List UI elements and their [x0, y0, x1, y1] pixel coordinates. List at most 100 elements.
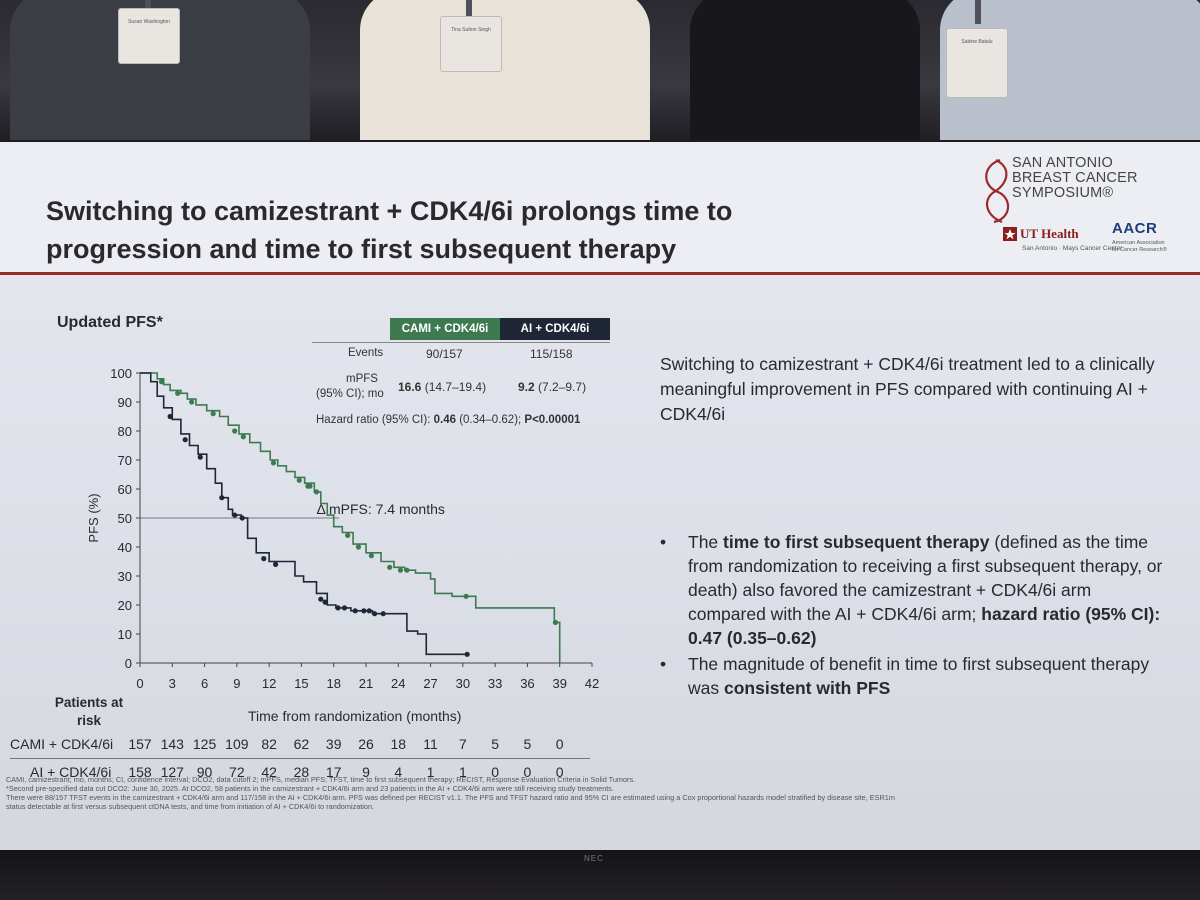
- x-axis-label: Time from randomization (months): [248, 708, 462, 724]
- y-tick-label: 30: [118, 569, 132, 584]
- censor-mark-cami: [270, 460, 277, 466]
- censor-mark-ai: [341, 605, 348, 611]
- bullet-dot: •: [660, 654, 667, 674]
- monitor-bezel: NEC: [0, 850, 1200, 900]
- sabcs-logo: SAN ANTONIO BREAST CANCER SYMPOSIUM® UT …: [978, 152, 1178, 267]
- censor-mark-cami: [355, 544, 362, 550]
- mpfs-cami: 16.6 (14.7–19.4): [398, 380, 487, 394]
- patients-at-risk-heading: Patients at risk: [54, 695, 124, 728]
- mpfs-label-ci: (95% CI); mo: [316, 388, 384, 400]
- risk-value: 5: [523, 736, 532, 752]
- risk-value: 0: [523, 764, 532, 780]
- events-cami: 90/157: [426, 347, 463, 361]
- risk-value: 158: [128, 764, 152, 780]
- presentation-slide: Switching to camizestrant + CDK4/6i prol…: [0, 142, 1200, 850]
- ribbon-logo-icon: [985, 158, 1010, 224]
- censor-mark-ai: [182, 437, 188, 443]
- name-badge: Sabine Batalu: [946, 28, 1008, 98]
- summary-text: Switching to camizestrant + CDK4/6i trea…: [660, 354, 1155, 424]
- risk-value: 0: [491, 764, 500, 780]
- censor-mark-ai: [197, 454, 203, 460]
- censor-mark-ai: [273, 561, 279, 567]
- risk-value: 62: [293, 736, 310, 752]
- table-rule: [312, 342, 610, 343]
- censor-mark-cami: [175, 390, 181, 396]
- x-tick-label: 30: [456, 676, 470, 691]
- ut-star-icon: [1003, 227, 1017, 241]
- censor-mark-cami: [397, 567, 404, 573]
- y-tick-label: 50: [118, 511, 132, 526]
- risk-value: 7: [458, 736, 467, 752]
- censor-mark-cami: [307, 483, 313, 489]
- risk-value: 157: [128, 736, 152, 752]
- censor-mark-ai: [380, 611, 386, 617]
- x-tick-label: 15: [294, 676, 308, 691]
- censor-mark-cami: [345, 532, 351, 538]
- censor-mark-cami: [189, 399, 195, 405]
- risk-value: 11: [423, 736, 438, 752]
- risk-row-label-ai: AI + CDK4/6i: [30, 764, 112, 780]
- risk-value: 4: [394, 764, 403, 780]
- y-tick-label: 80: [118, 424, 132, 439]
- y-tick-label: 10: [118, 627, 132, 642]
- x-tick-label: 9: [233, 676, 240, 691]
- footnote: CAMI, camizestrant; mo, months; CI, conf…: [6, 775, 636, 784]
- censor-mark-cami: [463, 593, 469, 599]
- chart-title: Updated PFS*: [57, 314, 163, 331]
- x-tick-label: 36: [520, 676, 534, 691]
- audience-person: [360, 0, 650, 140]
- risk-value: 28: [293, 764, 310, 780]
- footnote: There were 88/157 TFST events in the cam…: [6, 793, 895, 802]
- lanyard: [975, 0, 981, 24]
- x-tick-label: 42: [585, 676, 599, 691]
- monitor-brand: NEC: [584, 854, 604, 863]
- risk-value: 18: [390, 736, 407, 752]
- ut-health-wordmark: UT Health: [1020, 226, 1079, 241]
- censor-mark-cami: [158, 379, 165, 385]
- risk-value: 125: [192, 736, 217, 752]
- risk-value: 90: [196, 764, 213, 780]
- risk-value: 39: [325, 736, 342, 752]
- x-tick-label: 27: [423, 676, 437, 691]
- censor-mark-ai: [261, 556, 267, 562]
- footnotes: CAMI, camizestrant; mo, months; CI, conf…: [6, 775, 1156, 811]
- legend-ai: AI + CDK4/6i: [500, 318, 610, 340]
- bullet-consistency: • The magnitude of benefit in time to fi…: [660, 654, 1150, 698]
- x-tick-label: 18: [326, 676, 340, 691]
- censor-mark-cami: [552, 619, 559, 625]
- censor-mark-cami: [210, 411, 216, 417]
- y-tick-label: 70: [118, 453, 132, 468]
- censor-mark-ai: [219, 495, 225, 501]
- slide-title: Switching to camizestrant + CDK4/6i prol…: [46, 196, 733, 264]
- y-tick-label: 0: [125, 656, 132, 671]
- y-tick-label: 100: [110, 366, 132, 381]
- audience-person: [690, 0, 920, 140]
- censor-mark-cami: [313, 489, 320, 495]
- aacr-wordmark: AACR: [1112, 220, 1158, 237]
- censor-mark-cami: [368, 553, 374, 559]
- mpfs-label: mPFS: [346, 373, 378, 385]
- risk-value: 1: [426, 764, 435, 780]
- risk-value: 26: [358, 736, 374, 752]
- bullet-tfst: • The time to first subsequent therapy (…: [660, 532, 1163, 648]
- events-ai: 115/158: [530, 347, 573, 361]
- x-tick-label: 0: [136, 676, 143, 691]
- footnote: *Second pre-specified data cut DCO2: Jun…: [6, 784, 614, 793]
- censor-mark-ai: [372, 611, 378, 617]
- censor-mark-ai: [352, 608, 358, 614]
- censor-mark-ai: [335, 605, 341, 611]
- censor-mark-cami: [296, 477, 302, 483]
- y-tick-label: 60: [118, 482, 132, 497]
- delta-mpfs-label: Δ mPFS: 7.4 months: [316, 501, 444, 517]
- header-divider: [0, 272, 1200, 275]
- risk-row-divider: [10, 758, 590, 759]
- risk-row-label-cami: CAMI + CDK4/6i: [10, 736, 114, 752]
- x-tick-label: 24: [391, 676, 405, 691]
- risk-value: 5: [491, 736, 500, 752]
- bullet-list: • The time to first subsequent therapy (…: [660, 530, 1165, 702]
- x-tick-label: 3: [169, 676, 176, 691]
- y-tick-label: 20: [118, 598, 132, 613]
- risk-value: 143: [160, 736, 184, 752]
- risk-value: 17: [325, 764, 342, 780]
